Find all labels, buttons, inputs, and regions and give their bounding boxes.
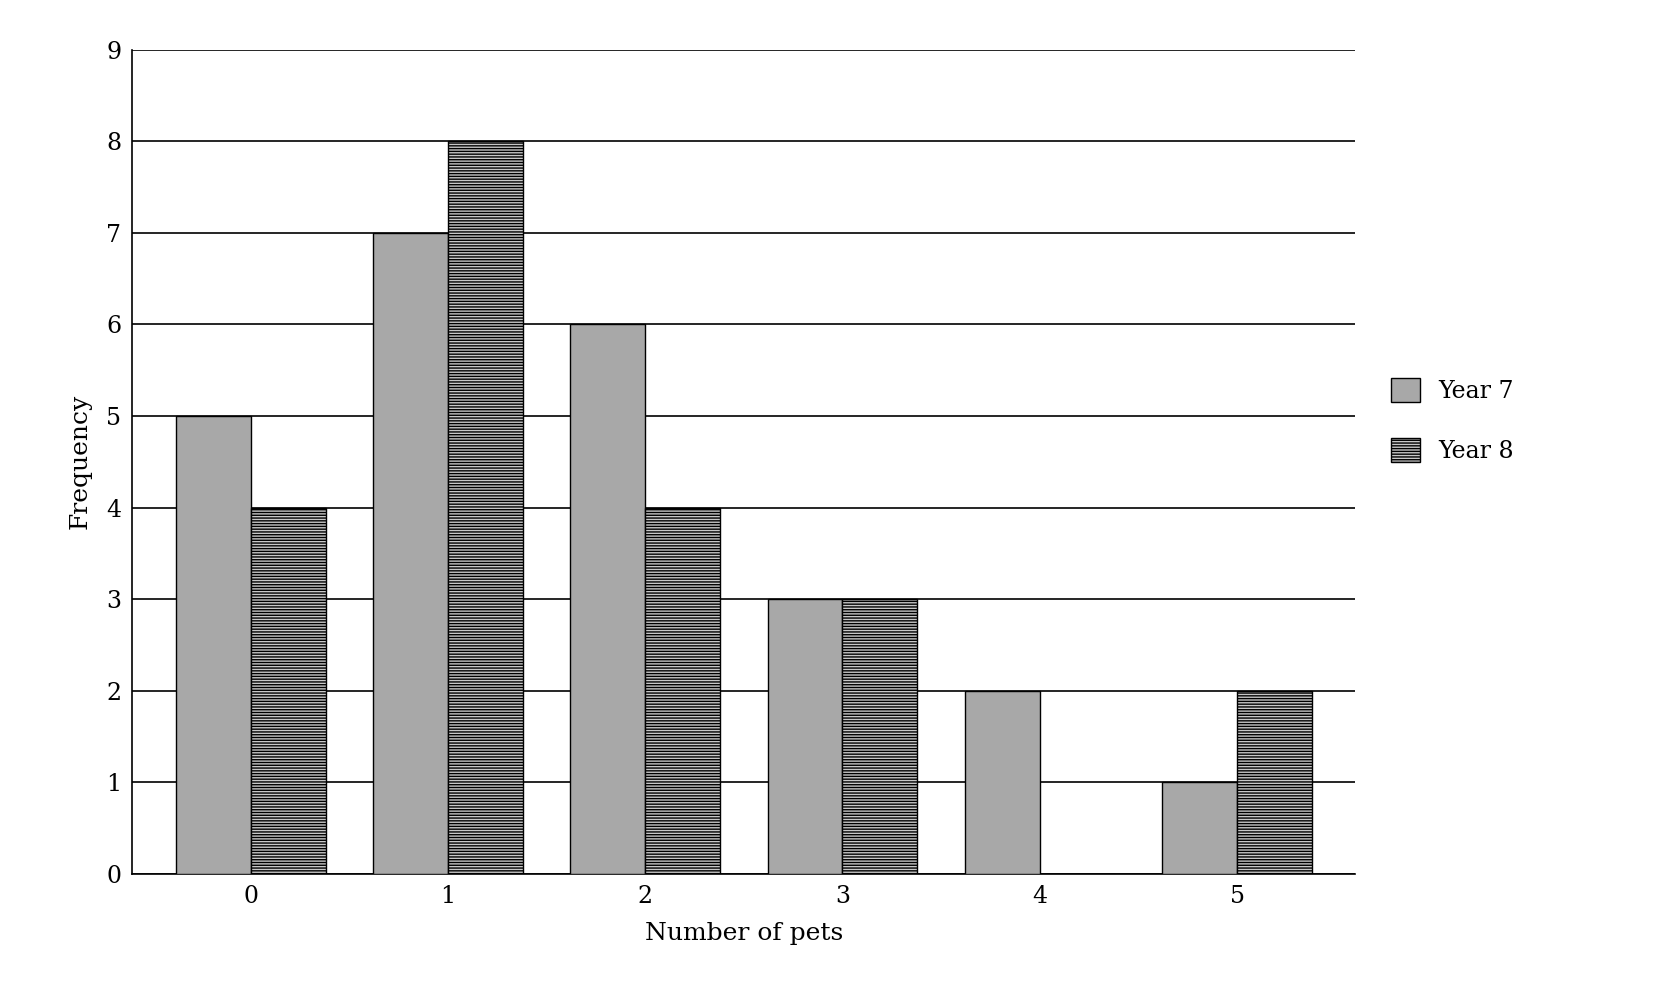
Bar xyxy=(1236,691,1312,874)
Bar xyxy=(448,141,522,874)
Bar xyxy=(251,507,326,874)
Bar xyxy=(843,599,917,874)
Bar xyxy=(645,507,721,874)
Bar xyxy=(175,416,251,874)
Bar xyxy=(1162,782,1236,874)
Legend: Year 7, Year 8: Year 7, Year 8 xyxy=(1380,366,1526,475)
Bar xyxy=(374,232,448,874)
X-axis label: Number of pets: Number of pets xyxy=(645,922,843,945)
Y-axis label: Frequency: Frequency xyxy=(69,394,93,529)
Bar xyxy=(965,691,1040,874)
Bar xyxy=(570,325,645,874)
Bar xyxy=(767,599,843,874)
